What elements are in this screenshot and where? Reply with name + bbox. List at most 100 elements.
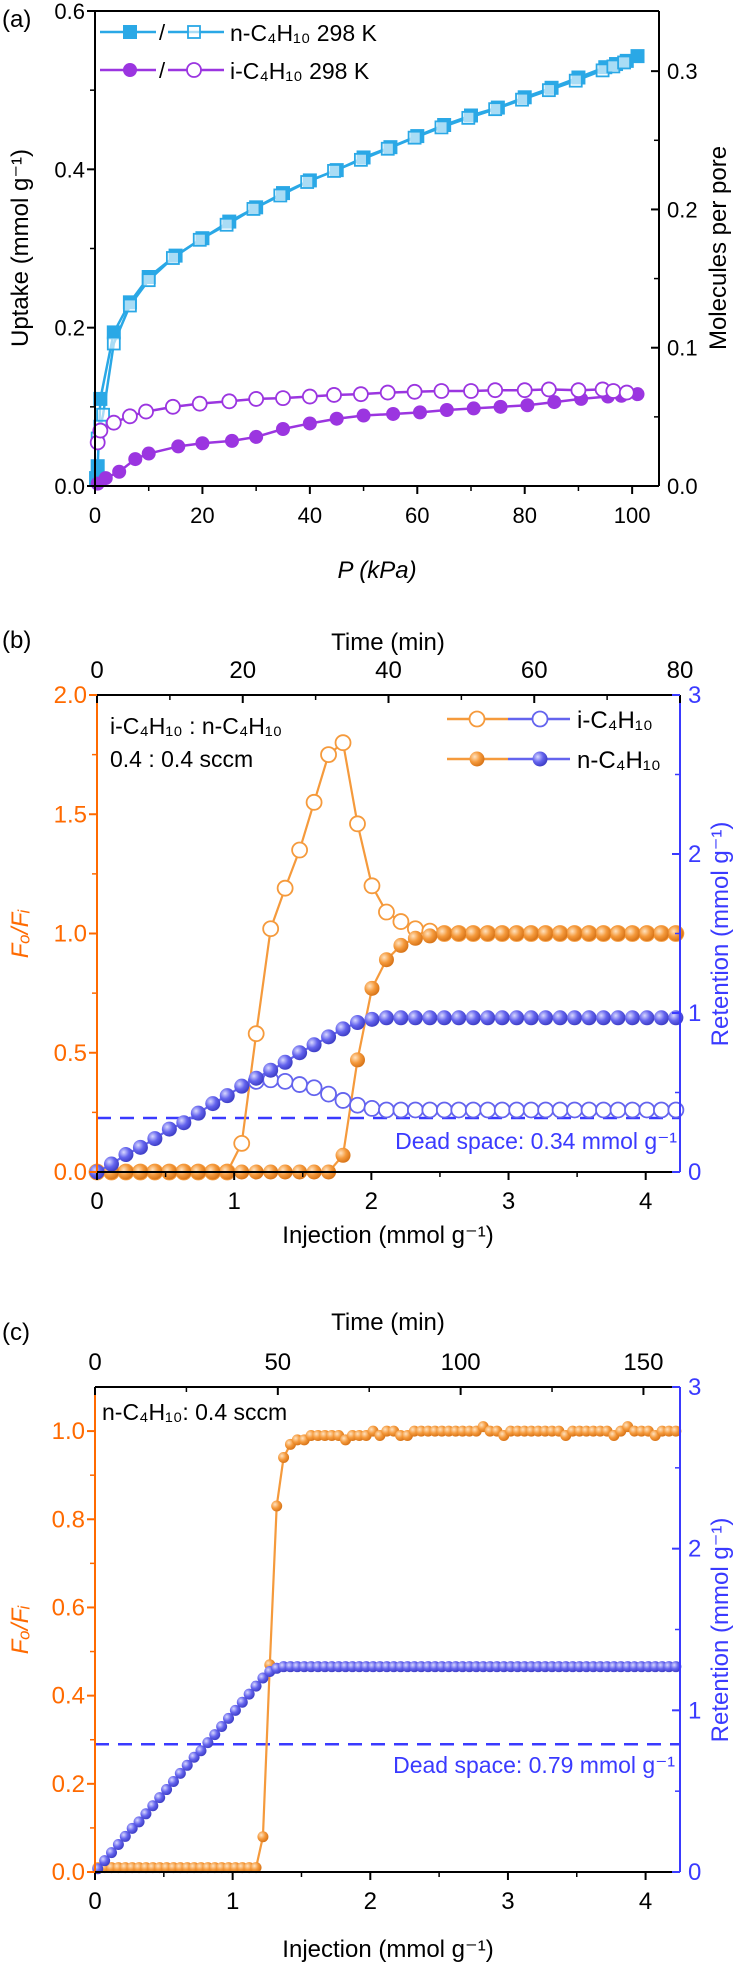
x2-tick-label: 60 — [521, 657, 548, 684]
data-point — [450, 1101, 468, 1119]
data-point — [191, 395, 208, 412]
data-point — [334, 734, 352, 752]
y2-axis-title: Molecules per pore — [705, 146, 732, 350]
x2-tick-label: 40 — [375, 657, 402, 684]
data-point — [638, 1101, 656, 1119]
legend-item: n-C₄H₁₀ — [447, 747, 661, 774]
data-point — [126, 1822, 138, 1834]
data-point — [568, 73, 583, 88]
data-point — [276, 422, 290, 436]
data-point — [164, 398, 181, 415]
data-point — [538, 1010, 554, 1026]
data-point — [262, 920, 280, 938]
data-point — [190, 1105, 206, 1121]
data-point — [349, 1015, 365, 1031]
data-point — [412, 405, 427, 420]
x-tick-label: 3 — [501, 1888, 514, 1915]
dead-space-label: Dead space: 0.79 mmol g⁻¹ — [393, 1752, 675, 1778]
x2-tick-label: 20 — [229, 657, 256, 684]
data-point — [181, 1759, 193, 1771]
legend-label: n-C₄H₁₀ — [577, 747, 661, 774]
data-point — [171, 439, 186, 454]
x2-axis-title: Time (min) — [331, 629, 445, 656]
y2-tick-label: 0.1 — [667, 336, 698, 361]
data-point — [320, 1085, 337, 1103]
data-point — [141, 273, 156, 288]
data-point — [552, 1010, 568, 1026]
y-tick-label: 0.4 — [54, 157, 85, 182]
series-line — [97, 1425, 676, 1869]
y2-tick-label: 1 — [688, 1000, 701, 1027]
data-point — [379, 384, 396, 401]
data-point — [320, 746, 337, 764]
data-point — [386, 406, 401, 421]
data-point — [466, 401, 481, 416]
data-point — [393, 937, 409, 953]
data-point — [435, 1101, 453, 1119]
data-point — [263, 1062, 279, 1078]
data-point — [356, 408, 371, 423]
data-point — [176, 1115, 192, 1131]
data-point — [630, 49, 645, 64]
data-point — [436, 926, 452, 941]
y-axis-title: Fₒ/Fᵢ — [7, 1605, 34, 1654]
panel-b: (b) Time (min) 0 1 2 3 40 20 40 60 800.00.51.01.… — [2, 627, 734, 1249]
y-tick-label: 0.0 — [52, 1859, 85, 1886]
data-point — [243, 1688, 255, 1700]
data-point — [378, 952, 394, 968]
x2-tick-label: 150 — [623, 1349, 663, 1376]
data-point — [273, 188, 288, 203]
data-point — [112, 1839, 124, 1851]
x-tick-label: 40 — [298, 503, 322, 528]
data-point — [451, 926, 467, 941]
data-point — [246, 202, 261, 216]
series-i-c4h10-retention — [247, 1071, 685, 1119]
data-point — [508, 1101, 526, 1119]
data-point — [257, 1831, 269, 1843]
data-point — [167, 1775, 179, 1787]
data-point — [551, 1101, 569, 1119]
data-point — [103, 1156, 119, 1172]
y-tick-label: 0.2 — [54, 316, 85, 341]
y-tick-label: 1.0 — [54, 921, 87, 948]
data-point — [334, 1092, 352, 1109]
data-point — [493, 1101, 511, 1119]
data-point — [229, 1704, 241, 1716]
data-point — [147, 1131, 163, 1147]
data-point — [119, 1830, 131, 1842]
y2-tick-label: 0 — [688, 1859, 701, 1886]
data-point — [464, 1101, 482, 1119]
legend-separator: / — [159, 20, 166, 45]
data-point — [165, 251, 180, 265]
data-point — [570, 382, 587, 399]
data-point — [140, 1808, 152, 1820]
data-point — [653, 1010, 669, 1026]
data-point — [349, 815, 366, 833]
y-tick-label: 0.5 — [54, 1040, 87, 1067]
data-point — [639, 1010, 655, 1026]
data-point — [479, 1101, 497, 1119]
data-point — [639, 926, 655, 941]
data-point — [335, 1147, 351, 1163]
data-point — [609, 1101, 627, 1119]
data-point — [406, 383, 423, 400]
data-point — [363, 1100, 381, 1117]
data-point — [624, 1101, 641, 1119]
data-point — [248, 391, 265, 407]
data-point — [670, 1661, 682, 1673]
data-point — [250, 1680, 262, 1692]
data-point — [132, 1139, 148, 1155]
data-point — [494, 926, 510, 941]
data-point — [378, 1010, 394, 1026]
series-n-c4h10-retention — [89, 1010, 684, 1180]
annotation-feed: i-C₄H₁₀ : n-C₄H₁₀ — [110, 713, 282, 739]
data-point — [488, 102, 503, 117]
y-tick-label: 1.0 — [52, 1418, 85, 1445]
x-axis-title: Injection (mmol g⁻¹) — [282, 1936, 493, 1963]
data-point — [509, 926, 525, 941]
data-point — [439, 403, 454, 417]
data-point — [90, 459, 105, 474]
data-point — [195, 436, 210, 451]
x-axis-title: P (kPa) — [337, 557, 416, 584]
data-point — [520, 398, 535, 413]
